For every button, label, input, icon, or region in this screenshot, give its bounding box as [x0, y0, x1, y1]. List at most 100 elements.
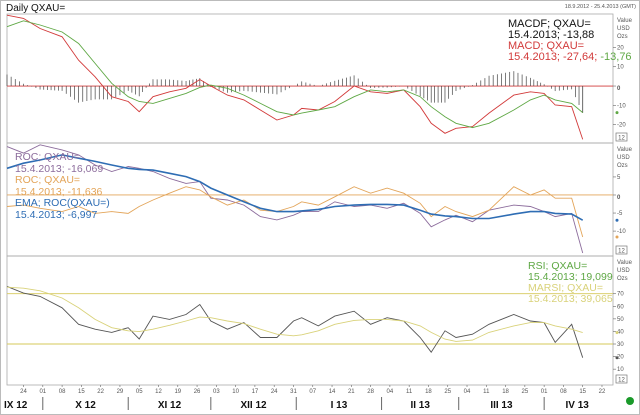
legend-text: 15.4.2013; -11,636 [15, 186, 103, 198]
x-tick-label: 04 [387, 389, 394, 395]
series-line-ema [6, 154, 584, 221]
y-tick-label: 0 [617, 195, 621, 201]
y-tick-label: 40 [617, 329, 624, 335]
legend-entry: 15.4.2013; 19,099 [528, 271, 613, 283]
legend-text: 15.4.2013; -16,069 [15, 163, 103, 175]
x-tick-label: 22 [599, 389, 606, 395]
month-label: XII 12 [240, 400, 267, 411]
axis-scale-box-icon [615, 132, 628, 142]
legend-text: MACDF; QXAU= [508, 18, 591, 30]
x-tick-label: 17 [252, 389, 259, 395]
legend-text: MARSI; QXAU= [528, 282, 603, 294]
y-tick-label: 60 [617, 304, 624, 310]
x-tick-label: 12 [155, 389, 162, 395]
x-tick-label: 28 [367, 389, 374, 395]
x-tick-label: 01 [541, 389, 548, 395]
x-tick-label: 11 [483, 389, 490, 395]
x-tick-label: 25 [522, 389, 529, 395]
x-tick-label: 15 [579, 389, 586, 395]
legend-entry: ROC; QXAU= [15, 174, 80, 186]
legend-entry: 15.4.2013; -27,64; -13,76 [508, 51, 632, 63]
x-tick-label: 24 [271, 389, 278, 395]
month-label: X 12 [75, 400, 96, 411]
legend-entry: MARSI; QXAU= [528, 282, 603, 294]
legend-text: 15.4.2013; -6,997 [15, 209, 97, 221]
month-label: IX 12 [4, 400, 28, 411]
y-tick-label: -20 [617, 123, 626, 129]
y-tick-label: 5 [617, 175, 621, 181]
x-tick-label: 08 [560, 389, 567, 395]
series-line-marsi [6, 286, 583, 342]
legend-text: EMA; ROC(QXAU=) [15, 197, 110, 209]
x-tick-label: 01 [39, 389, 46, 395]
y-tick-label: 50 [617, 317, 624, 323]
x-axis: 24 01 08 15 22 29 05 12 19 26 03 10 17 24 31 07 14 21 28 04… [4, 385, 606, 411]
month-label: III 13 [490, 400, 513, 411]
x-tick-label: 19 [174, 389, 181, 395]
legend-entry: EMA; ROC(QXAU=) [15, 197, 110, 209]
axis-scale-box-icon [615, 245, 628, 255]
series-line-rsi [6, 285, 584, 358]
legend-text: 15.4.2013; -27,64; [508, 51, 600, 63]
y-tick-label: -10 [617, 229, 626, 235]
y-tick-label: 70 [617, 292, 624, 298]
y-tick-label: 20 [617, 355, 624, 361]
date-range: 18.9.2012 - 25.4.2013 (GMT) [565, 4, 636, 10]
x-tick-label: 18 [502, 389, 509, 395]
x-tick-label: 14 [329, 389, 336, 395]
legend-entry: ROC; QXAU= [15, 151, 80, 163]
y-tick-label: 30 [617, 342, 624, 348]
last-value-marker [615, 235, 619, 239]
legend-text: ROC; QXAU= [15, 151, 80, 163]
legend-text: 15.4.2013; -13,88 [508, 29, 594, 41]
axis-unit-label: Value [617, 147, 633, 153]
series-line-roc_purple [6, 144, 584, 254]
x-tick-label: 29 [117, 389, 124, 395]
chart-title: Daily QXAU= [6, 3, 65, 14]
month-label: II 13 [410, 400, 430, 411]
x-tick-label: 05 [136, 389, 143, 395]
series-line-roc_orange [6, 186, 584, 238]
x-tick-label: 21 [348, 389, 355, 395]
series-line-signal [6, 20, 583, 129]
axis-scale-box-label: 12 [618, 378, 625, 384]
legend-entry: 15.4.2013; -16,069 [15, 163, 103, 175]
y-tick-label: 0 [617, 86, 621, 92]
axis-unit-label: USD [617, 268, 630, 274]
legend-text: RSI; QXAU= [528, 260, 587, 272]
axis-unit-label: Ozs [617, 276, 628, 282]
legend-text: ROC; QXAU= [15, 174, 80, 186]
legend-entry: 15.4.2013; -6,997 [15, 209, 97, 221]
legend-entry: 15.4.2013; 39,065 [528, 293, 613, 305]
x-tick-label: 07 [309, 389, 316, 395]
last-value-marker [615, 331, 619, 335]
legend-entry: 15.4.2013; -11,636 [15, 186, 103, 198]
legend-text: 15.4.2013; 39,065 [528, 293, 613, 305]
last-value-marker [615, 356, 619, 360]
legend-entry: MACDF; QXAU= [508, 18, 591, 30]
axis-unit-label: Ozs [617, 163, 628, 169]
axis-unit-label: USD [617, 26, 630, 32]
y-tick-label: 10 [617, 65, 624, 71]
x-tick-label: 03 [213, 389, 220, 395]
legend-entry: MACD; QXAU= [508, 40, 584, 52]
status-dot[interactable] [626, 397, 634, 405]
panel-border [6, 255, 614, 386]
x-tick-label: 22 [97, 389, 104, 395]
x-tick-label: 25 [444, 389, 451, 395]
x-tick-label: 26 [194, 389, 201, 395]
x-tick-label: 31 [290, 389, 297, 395]
y-tick-label: 20 [617, 45, 624, 51]
last-value-marker [615, 111, 619, 115]
axis-scale-box-label: 12 [618, 136, 625, 142]
series-line-macd [6, 14, 584, 140]
legend-text: MACD; QXAU= [508, 40, 584, 52]
axis-scale-box-label: 12 [618, 249, 625, 255]
month-label: IV 13 [566, 400, 590, 411]
x-tick-label: 04 [464, 389, 471, 395]
legend-text: 15.4.2013; 19,099 [528, 271, 613, 283]
x-tick-label: 24 [20, 389, 27, 395]
